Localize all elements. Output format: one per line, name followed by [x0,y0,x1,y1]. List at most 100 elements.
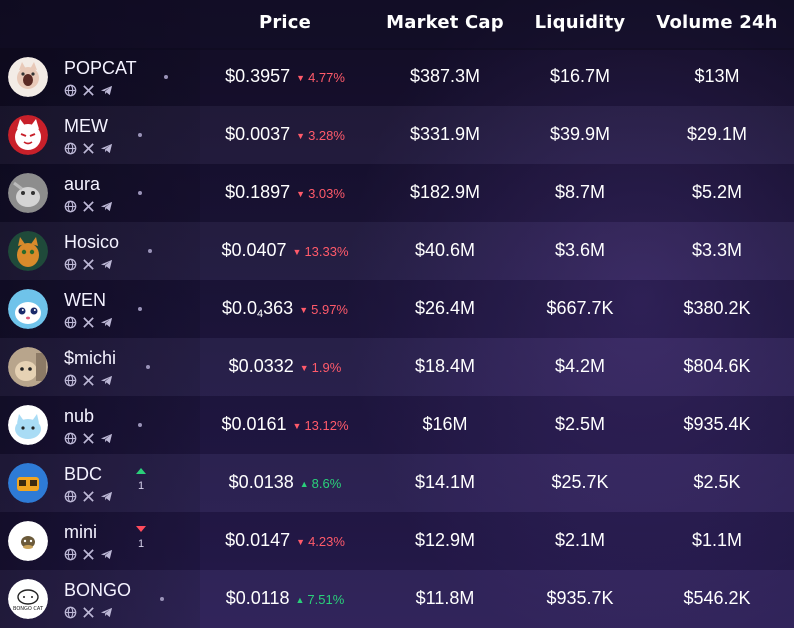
x-icon[interactable] [82,200,95,213]
x-icon[interactable] [82,548,95,561]
x-icon[interactable] [82,142,95,155]
table-row[interactable]: MEW $0.0037 ▼ 3.28% $331.9M $39.9M $29.1M [0,106,794,164]
telegram-icon[interactable] [100,374,113,387]
down-arrow-icon: ▼ [296,131,306,141]
token-avatar-mew [8,115,48,155]
liquidity-value: $39.9M [549,124,611,144]
price-value: $0.0332 [228,356,294,376]
x-icon[interactable] [82,374,95,387]
social-links [64,83,113,97]
volume-value: $935.4K [683,414,751,434]
globe-icon[interactable] [64,258,77,271]
header-price[interactable]: Price [258,12,312,33]
globe-icon[interactable] [64,84,77,97]
globe-icon[interactable] [64,316,77,329]
social-links [64,257,113,271]
globe-icon[interactable] [64,606,77,619]
telegram-icon[interactable] [100,84,113,97]
price-cell: $0.1897 ▼ 3.03% [195,182,375,203]
token-avatar-mini [8,521,48,561]
market-cap-value: $14.1M [414,472,476,492]
down-arrow-icon: ▼ [292,421,302,431]
token-name[interactable]: $michi [64,348,117,368]
volume-value: $546.2K [683,588,751,608]
header-liquidity[interactable]: Liquidity [534,12,626,33]
token-name[interactable]: Hosico [64,232,120,252]
down-arrow-icon: ▼ [292,247,302,257]
x-icon[interactable] [82,258,95,271]
price-cell: $0.04363 ▼ 5.97% [195,298,375,320]
price-change: ▼ 4.23% [296,534,345,549]
table-row[interactable]: POPCAT $0.3957 ▼ 4.77% $387.3M $16.7M $13… [0,48,794,106]
upvote-icon[interactable] [136,468,146,474]
volume-value: $29.1M [686,124,748,144]
price-value: $0.0118 [225,588,290,608]
telegram-icon[interactable] [100,316,113,329]
globe-icon[interactable] [64,432,77,445]
telegram-icon[interactable] [100,490,113,503]
table-row[interactable]: Hosico $0.0407 ▼ 13.33% $40.6M $3.6M $3.3… [0,222,794,280]
table-row[interactable]: nub $0.0161 ▼ 13.12% $16M $2.5M $935.4K [0,396,794,454]
globe-icon[interactable] [64,548,77,561]
telegram-icon[interactable] [100,548,113,561]
liquidity-value: $16.7M [549,66,611,86]
globe-icon[interactable] [64,142,77,155]
telegram-icon[interactable] [100,200,113,213]
token-name[interactable]: BDC [64,464,103,484]
downvote-icon[interactable] [136,526,146,532]
market-cap-value: $16M [422,414,468,434]
volume-value: $3.3M [691,240,743,260]
row-dot [148,249,152,253]
token-avatar-popcat [8,57,48,97]
price-value: $0.04363 [221,298,294,320]
header-volume[interactable]: Volume 24h [656,12,778,33]
table-row[interactable]: aura $0.1897 ▼ 3.03% $182.9M $8.7M $5.2M [0,164,794,222]
liquidity-value: $935.7K [546,588,614,608]
table-row[interactable]: mini 1 $0.0147 ▼ 4.23% $12.9M $2.1M $1.1M [0,512,794,570]
telegram-icon[interactable] [100,142,113,155]
volume-value: $804.6K [683,356,751,376]
price-change: ▼ 1.9% [299,360,342,375]
telegram-icon[interactable] [100,606,113,619]
globe-icon[interactable] [64,200,77,213]
down-arrow-icon: ▼ [299,305,309,315]
x-icon[interactable] [82,84,95,97]
token-name[interactable]: WEN [64,290,106,310]
x-icon[interactable] [82,432,95,445]
table-row[interactable]: BONGO CAT BONGO $0.0118 ▲ 7.51% $11.8M $9… [0,570,794,628]
x-icon[interactable] [82,490,95,503]
vote-widget[interactable]: 1 [134,526,148,550]
price-change: ▼ 13.12% [292,418,349,433]
price-change: ▼ 13.33% [292,244,349,259]
liquidity-value: $667.7K [546,298,614,318]
market-cap-value: $26.4M [414,298,476,318]
globe-icon[interactable] [64,490,77,503]
market-cap-value: $12.9M [414,530,476,550]
table-row[interactable]: WEN $0.04363 ▼ 5.97% $26.4M $667.7K $380.… [0,280,794,338]
price-change: ▼ 3.03% [296,186,345,201]
price-cell: $0.0138 ▲ 8.6% [195,472,375,493]
price-change: ▼ 5.97% [299,302,348,317]
token-name[interactable]: MEW [64,116,108,136]
volume-value: $2.5K [693,472,741,492]
token-name[interactable]: aura [64,174,101,194]
x-icon[interactable] [82,316,95,329]
header-market-cap[interactable]: Market Cap [386,12,504,33]
social-links [64,315,113,329]
x-icon[interactable] [82,606,95,619]
social-links [64,141,113,155]
telegram-icon[interactable] [100,258,113,271]
token-name[interactable]: mini [64,522,98,542]
globe-icon[interactable] [64,374,77,387]
token-name[interactable]: POPCAT [64,58,137,78]
token-name[interactable]: BONGO [64,580,132,600]
table-row[interactable]: BDC 1 $0.0138 ▲ 8.6% $14.1M $25.7K $2.5K [0,454,794,512]
vote-widget[interactable]: 1 [134,468,148,492]
telegram-icon[interactable] [100,432,113,445]
price-value: $0.0138 [228,472,294,492]
market-cap-value: $18.4M [414,356,476,376]
table-row[interactable]: $michi $0.0332 ▼ 1.9% $18.4M $4.2M $804.6… [0,338,794,396]
token-name[interactable]: nub [64,406,95,426]
vote-count: 1 [137,480,145,492]
price-cell: $0.0161 ▼ 13.12% [195,414,375,435]
